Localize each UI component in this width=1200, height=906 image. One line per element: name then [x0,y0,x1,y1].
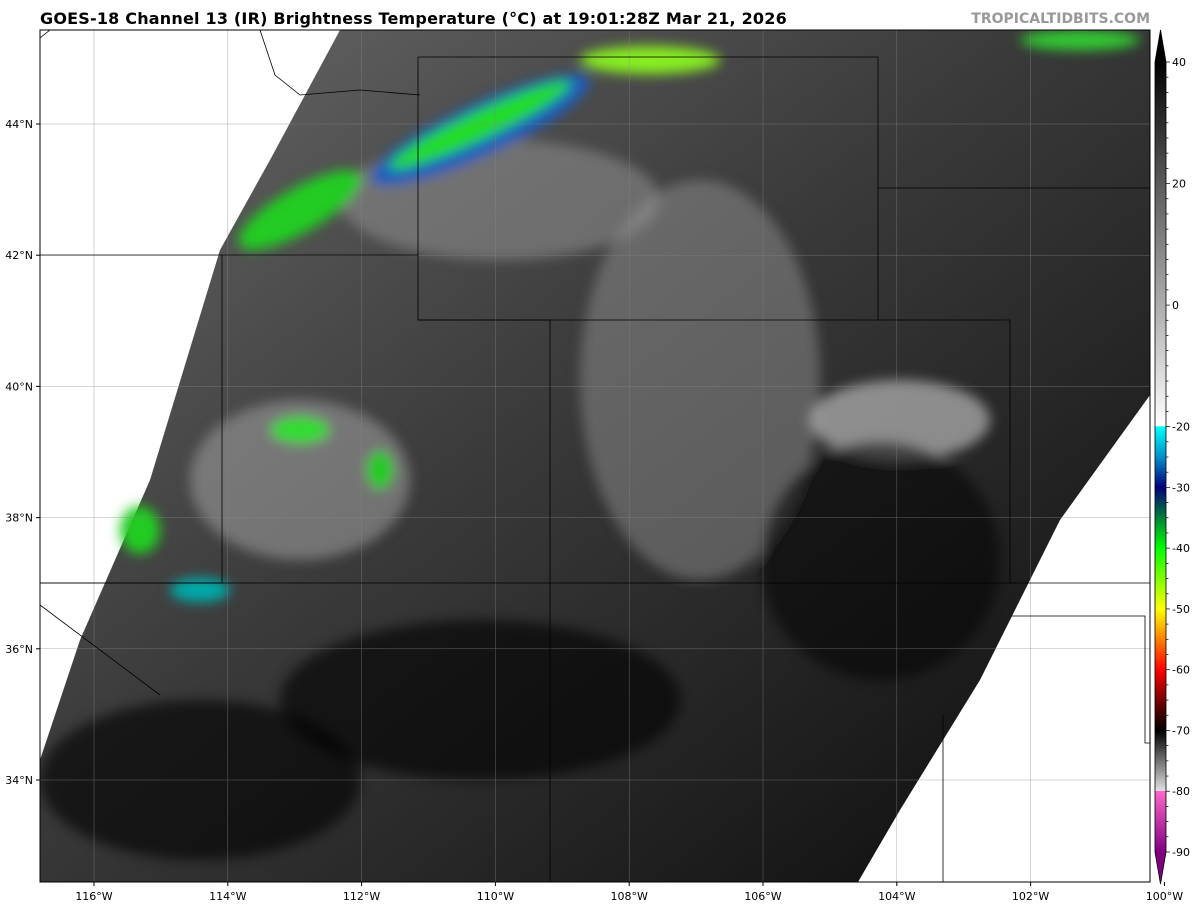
longitude-label: 100°W [1146,890,1183,903]
state-borders [40,30,1150,882]
longitude-label: 114°W [209,890,246,903]
longitude-label: 104°W [878,890,915,903]
longitude-label: 116°W [75,890,112,903]
longitude-label: 112°W [343,890,380,903]
longitude-label: 102°W [1012,890,1049,903]
colorbar-label: 20 [1172,178,1186,191]
longitude-label: 110°W [477,890,514,903]
colorbar-label: -60 [1172,664,1190,677]
colorbar-label: -40 [1172,542,1190,555]
latitude-label: 40°N [5,380,33,393]
latitude-axis: 44°N 42°N 40°N 38°N 36°N 34°N [5,118,40,787]
latitude-label: 34°N [5,774,33,787]
latitude-label: 36°N [5,643,33,656]
colorbar-ticks: 40 20 0 -20 -30 -40 -50 -60 -70 -80 -90 [1166,56,1190,859]
colorbar-label: -20 [1172,421,1190,434]
grid-lines [40,30,1150,882]
colorbar-bar [1154,29,1167,885]
longitude-axis: 116°W 114°W 112°W 110°W 108°W 106°W 104°W 102°W… [75,882,1183,903]
colorbar-label: -30 [1172,481,1190,494]
chart-title: GOES-18 Channel 13 (IR) Brightness Tempe… [40,9,787,28]
colorbar: 40 20 0 -20 -30 -40 -50 -60 -70 -80 -90 [1154,29,1190,885]
brand-watermark: TROPICALTIDBITS.COM [971,11,1150,27]
colorbar-label: -50 [1172,603,1190,616]
colorbar-label: 0 [1172,299,1179,312]
longitude-label: 106°W [744,890,781,903]
latitude-label: 38°N [5,512,33,525]
map-frame [39,29,1151,883]
longitude-label: 108°W [611,890,648,903]
latitude-label: 42°N [5,249,33,262]
colorbar-label: -90 [1172,846,1190,859]
colorbar-label: -70 [1172,724,1190,737]
latitude-label: 44°N [5,118,33,131]
colorbar-label: 40 [1172,56,1186,69]
colorbar-label: -80 [1172,785,1190,798]
